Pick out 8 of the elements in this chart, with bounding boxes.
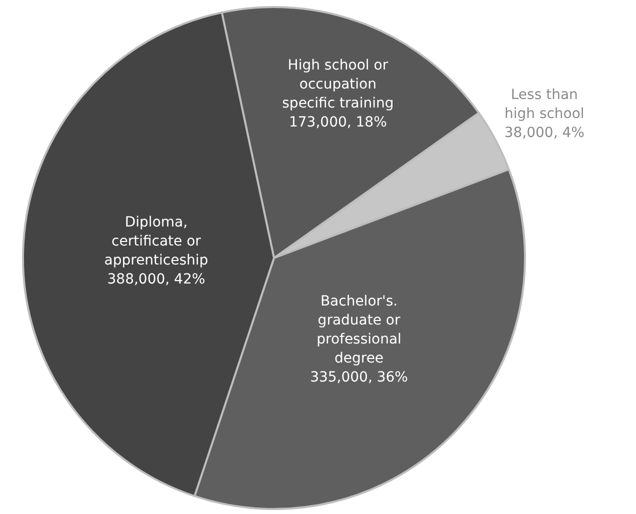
data-label: 335,000, 36% [310,369,408,386]
slice-label: Bachelor's. graduate or professional degree [316,293,402,366]
slice-label: Diploma, certificate or apprenticeship [104,214,208,269]
slice-label: High school or occupation specific training [282,57,394,112]
data-label: 38,000, 4% [504,124,584,141]
slice-label: Less than high school [504,86,584,122]
data-label: 388,000, 42% [107,272,206,288]
data-label: 173,000, 18% [288,114,387,130]
